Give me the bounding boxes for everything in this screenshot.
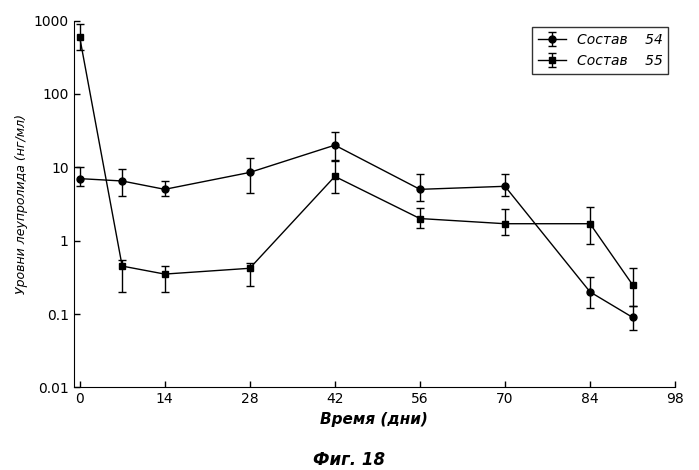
Text: Фиг. 18: Фиг. 18: [313, 451, 386, 470]
Legend: Состав    54, Состав    55: Состав 54, Состав 55: [533, 27, 668, 73]
X-axis label: Время (дни): Время (дни): [320, 412, 428, 427]
Y-axis label: Уровни леупролида (нг/мл): Уровни леупролида (нг/мл): [15, 114, 28, 294]
